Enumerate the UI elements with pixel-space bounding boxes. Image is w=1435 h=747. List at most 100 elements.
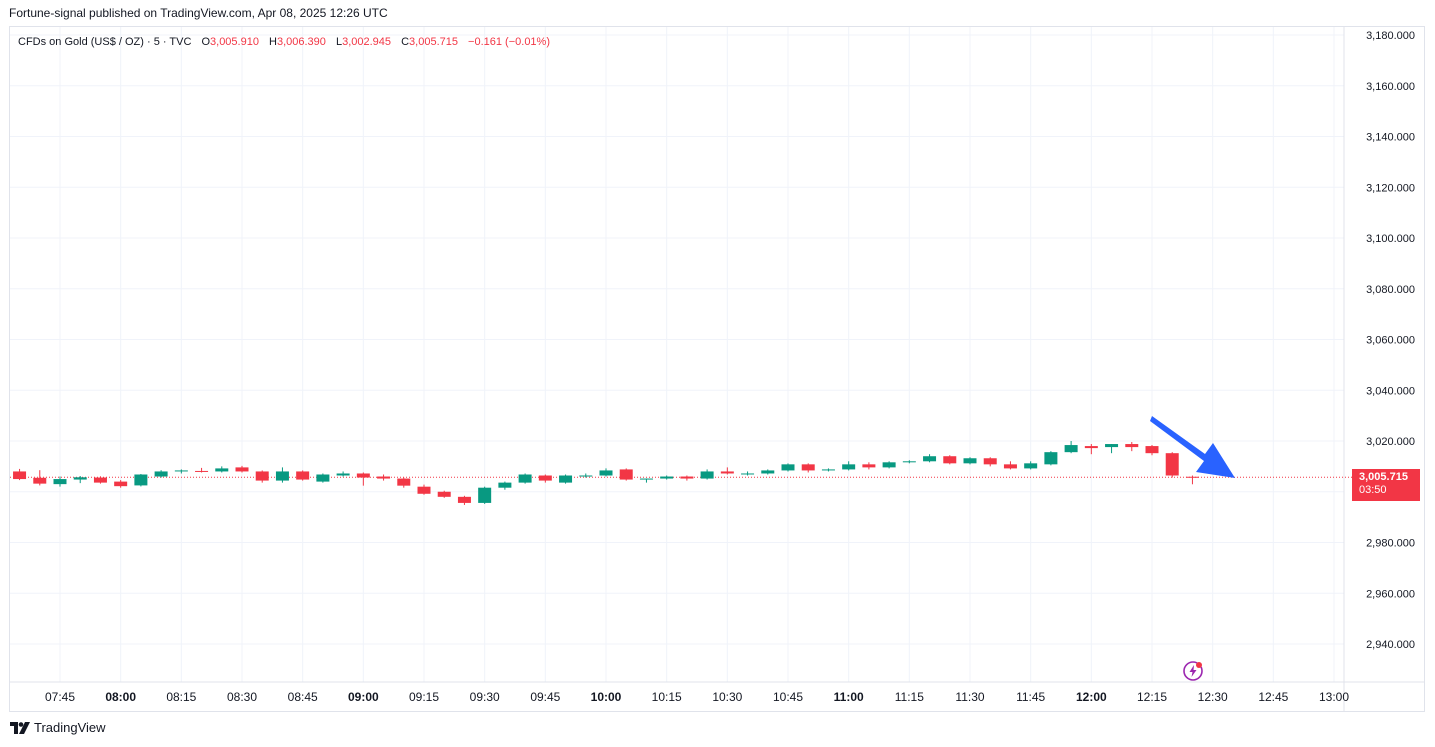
candle-up: [882, 461, 896, 469]
candle-down: [397, 477, 411, 488]
candle-down: [680, 475, 694, 481]
candle-body: [13, 471, 27, 480]
candle-down: [33, 470, 47, 486]
candle-body: [761, 470, 775, 474]
candle-up: [154, 470, 168, 478]
candle-body: [397, 478, 411, 486]
candle-body: [882, 462, 896, 468]
y-tick-label: 2,940.000: [1366, 639, 1415, 651]
candle-body: [33, 477, 47, 484]
candle-up: [821, 468, 835, 472]
candle-down: [1165, 452, 1179, 478]
candle-body: [1084, 446, 1098, 449]
chart-legend: CFDs on Gold (US$ / OZ) · 5 · TVC O3,005…: [18, 36, 550, 48]
low-value: 3,002.945: [342, 36, 392, 48]
x-tick-label: 12:45: [1258, 690, 1288, 704]
candle-up: [478, 486, 492, 504]
x-tick-label: 10:45: [773, 690, 803, 704]
candle-down: [720, 467, 734, 475]
candle-body: [902, 461, 916, 463]
candle-body: [741, 473, 755, 475]
candle-up: [599, 468, 613, 477]
down-arrow-annotation[interactable]: [1150, 416, 1235, 478]
candle-down: [1003, 461, 1017, 470]
candle-down: [1125, 442, 1139, 452]
y-tick-label: 3,080.000: [1366, 284, 1415, 296]
tradingview-logo[interactable]: TradingView: [10, 720, 106, 735]
candle-body: [599, 470, 613, 476]
candle-body: [538, 475, 552, 481]
x-tick-label: 11:30: [955, 690, 984, 704]
candle-body: [296, 471, 310, 480]
candle-down: [862, 462, 876, 470]
bar-countdown: 03:50: [1359, 484, 1387, 496]
x-tick-label: 08:00: [105, 690, 136, 704]
candle-up: [963, 457, 977, 465]
candle-up: [174, 469, 188, 474]
x-tick-label: 11:00: [834, 690, 864, 704]
lightning-bolt-icon[interactable]: [1182, 660, 1204, 682]
candle-down: [437, 490, 451, 498]
candle-up: [518, 473, 532, 484]
x-tick-label: 12:15: [1137, 690, 1167, 704]
candle-down: [1185, 475, 1199, 485]
candle-up: [579, 473, 593, 478]
candle-down: [417, 484, 431, 495]
candle-down: [296, 470, 310, 481]
x-tick-label: 11:45: [1016, 690, 1045, 704]
candle-body: [1185, 476, 1199, 478]
candle-body: [275, 471, 289, 481]
candle-body: [700, 471, 714, 479]
candle-body: [1003, 464, 1017, 469]
candle-up: [1024, 461, 1038, 470]
candle-down: [1084, 444, 1098, 455]
x-tick-label: 10:15: [652, 690, 682, 704]
candle-up: [336, 471, 350, 477]
candle-up: [660, 475, 674, 480]
candle-body: [923, 456, 937, 462]
candle-up: [53, 476, 67, 487]
candle-body: [821, 469, 835, 471]
candle-down: [983, 457, 997, 467]
y-tick-label: 3,180.000: [1366, 30, 1415, 42]
x-tick-label: 09:00: [348, 690, 379, 704]
x-tick-label: 11:15: [895, 690, 924, 704]
change-value: −0.161 (−0.01%): [468, 36, 550, 48]
x-tick-label: 12:30: [1198, 690, 1228, 704]
candle-body: [255, 471, 269, 481]
candle-up: [275, 467, 289, 483]
candle-body: [943, 456, 957, 464]
y-axis-labels: 3,180.000 3,160.000 3,140.000 3,120.000 3,10…: [1366, 30, 1415, 651]
x-tick-label: 09:45: [530, 690, 560, 704]
candle-up: [1064, 441, 1078, 454]
candle-body: [1105, 444, 1119, 448]
current-price-tag: 3,005.715 03:50: [1352, 469, 1420, 501]
candle-up: [215, 466, 229, 473]
close-label: C: [401, 36, 410, 48]
candles: [13, 441, 1199, 505]
candle-down: [195, 467, 209, 473]
candle-body: [154, 471, 168, 477]
symbol-label[interactable]: CFDs on Gold (US$ / OZ) · 5 · TVC: [18, 36, 192, 48]
tv-logo-icon: [10, 721, 30, 734]
candle-body: [134, 474, 148, 486]
x-axis-labels: 07:45 08:00 08:15 08:30 08:45 09:00 09:15 09:30…: [45, 690, 1349, 704]
candle-up: [134, 473, 148, 487]
candle-down: [619, 468, 633, 481]
y-tick-label: 2,960.000: [1366, 588, 1415, 600]
candle-body: [1145, 446, 1159, 454]
y-tick-label: 3,140.000: [1366, 132, 1415, 144]
candle-body: [93, 477, 107, 483]
candle-body: [478, 487, 492, 503]
candle-up: [498, 481, 512, 490]
x-tick-label: 08:15: [166, 690, 196, 704]
candle-body: [1125, 444, 1139, 448]
candle-up: [902, 460, 916, 464]
candle-body: [639, 478, 653, 480]
candle-down: [943, 455, 957, 465]
candle-up: [741, 471, 755, 476]
candle-body: [660, 476, 674, 479]
current-price-value: 3,005.715: [1359, 471, 1408, 483]
candle-body: [1165, 453, 1179, 476]
